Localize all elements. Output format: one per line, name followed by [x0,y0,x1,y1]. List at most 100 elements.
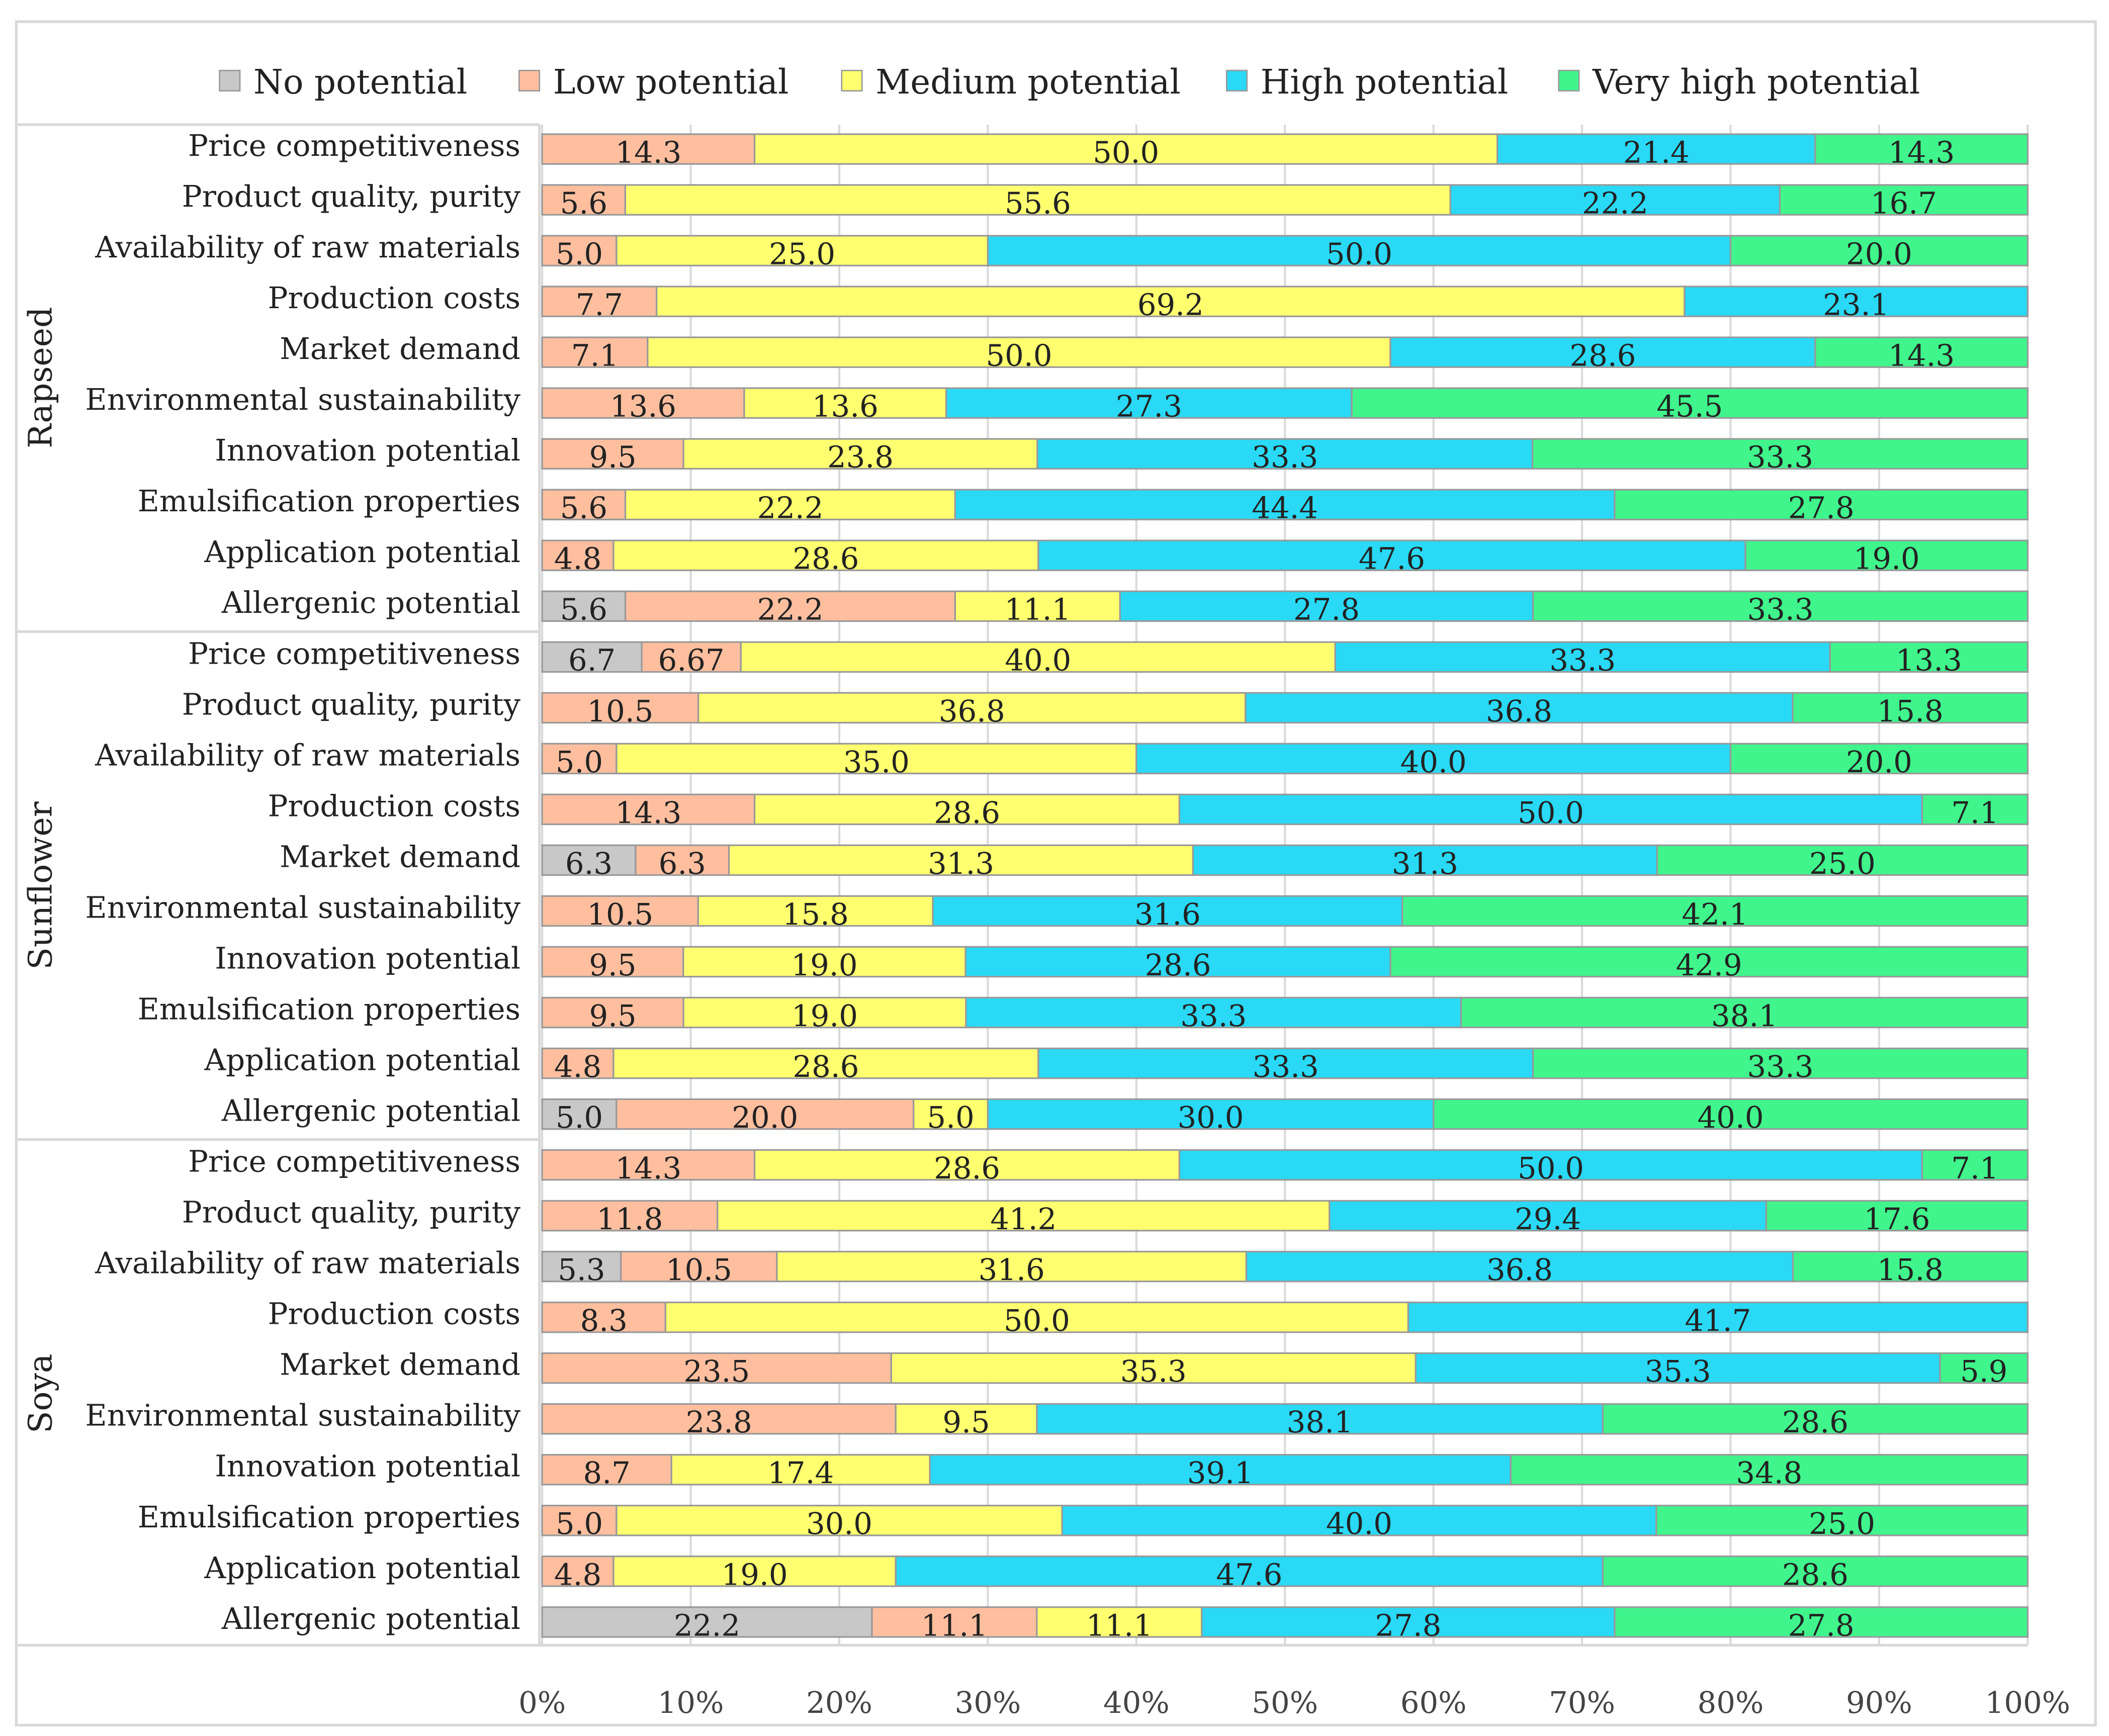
data-label: 6.3 [565,846,612,881]
bar-segment [664,1301,1410,1333]
bar-segment [541,1403,897,1435]
category-label: Emulsification properties [138,484,520,518]
bar-segment [1602,1556,2029,1587]
bar-segment [616,743,1137,775]
bar-segment [1531,438,2029,470]
bar-segment [895,1556,1604,1587]
data-label: 35.0 [843,745,910,779]
data-label: 50.0 [1518,1151,1584,1185]
data-label: 31.6 [1134,897,1201,932]
data-label: 69.2 [1137,288,1204,322]
data-label: 5.6 [560,592,607,627]
bar-segment [1036,438,1534,470]
bar-segment [1351,387,2029,419]
bar-segment [1614,1606,2029,1638]
bar-segment [655,286,1686,317]
data-label: 13.6 [812,389,878,424]
data-label: 28.6 [1782,1405,1849,1439]
legend-label: No potential [253,62,467,102]
data-label: 9.5 [589,440,636,475]
data-label: 42.1 [1682,897,1748,932]
bar-segment [682,996,967,1029]
data-label: 4.8 [554,1557,601,1592]
data-label: 9.5 [589,998,636,1033]
data-label: 14.3 [1888,135,1955,169]
bar-segment [1532,590,2029,622]
data-label: 14.3 [615,795,681,830]
bar-segment [616,235,989,266]
bar-segment [1779,184,2029,216]
category-label: Environmental sustainability [85,1398,520,1433]
bar-segment [1814,133,2029,165]
data-label: 28.6 [1145,948,1211,982]
category-label: Availability of raw materials [95,1246,520,1281]
data-label: 15.8 [782,897,849,932]
x-tick-label: 90% [1846,1685,1912,1720]
data-label: 6.7 [568,643,616,678]
bar-segment [1415,1352,1941,1384]
x-tick-label: 70% [1549,1685,1615,1720]
category-label: Price competitiveness [188,636,520,671]
bar-segment [1814,336,2029,368]
bar-segment [1460,996,2029,1029]
bar-segment [1510,1454,2029,1486]
bar-segment [612,539,1039,572]
bar-segment [1201,1606,1616,1638]
data-label: 28.6 [934,1151,1000,1185]
legend: No potential Low potential Medium potentia… [219,62,1920,102]
bar-segment [743,387,947,419]
legend-swatch [1558,69,1580,92]
data-label: 36.8 [1486,694,1552,728]
bar-segment [541,1047,614,1079]
data-label: 5.0 [556,1506,603,1541]
data-label: 25.0 [1809,1506,1875,1541]
data-label: 39.1 [1187,1455,1254,1490]
data-label: 8.7 [583,1455,630,1490]
legend-label: High potential [1261,62,1509,102]
category-label: Price competitiveness [188,128,520,163]
data-label: 10.5 [587,897,653,932]
data-label: 33.3 [1253,1049,1319,1084]
bar-segment [1829,641,2029,673]
bar-segment [541,1454,672,1486]
bar-segment [624,184,1451,216]
data-label: 10.5 [666,1252,732,1287]
category-label: Application potential [204,1043,520,1077]
category-label: Production costs [268,281,520,315]
data-label: 19.0 [792,998,858,1033]
bar-segment [616,1505,1063,1536]
group-label: Rapseed [22,307,59,448]
bar-segment [1792,692,2029,724]
data-label: 50.0 [986,338,1052,373]
data-label: 20.0 [1846,745,1912,779]
bar-segment [620,1250,778,1283]
x-tick-label: 10% [658,1685,724,1720]
data-label: 41.2 [990,1202,1057,1236]
category-label: Availability of raw materials [95,230,520,264]
data-label: 44.4 [1252,491,1318,525]
data-label: 28.6 [934,795,1000,830]
data-label: 11.8 [596,1202,663,1236]
data-label: 10.5 [587,694,653,728]
data-label: 33.3 [1180,998,1247,1033]
bar-segment [1192,844,1658,876]
x-tick-label: 40% [1103,1685,1170,1720]
data-label: 11.1 [921,1608,988,1642]
data-label: 28.6 [1569,338,1636,373]
data-label: 30.0 [1177,1100,1244,1135]
data-label: 15.8 [1877,694,1944,728]
data-label: 7.1 [1951,795,1998,830]
category-frame [15,123,2028,1647]
data-label: 33.3 [1549,643,1616,678]
bar-segment [541,336,649,368]
bar-segment [1401,895,2029,927]
data-label: 22.2 [674,1608,740,1642]
category-label: Production costs [268,788,520,823]
data-label: 50.0 [1326,237,1392,271]
data-label: 29.4 [1515,1202,1581,1236]
data-label: 25.0 [769,237,835,271]
data-label: 15.8 [1877,1252,1944,1287]
data-label: 5.0 [556,745,603,779]
data-label: 27.8 [1788,1608,1855,1642]
bar-segment [616,1098,915,1130]
